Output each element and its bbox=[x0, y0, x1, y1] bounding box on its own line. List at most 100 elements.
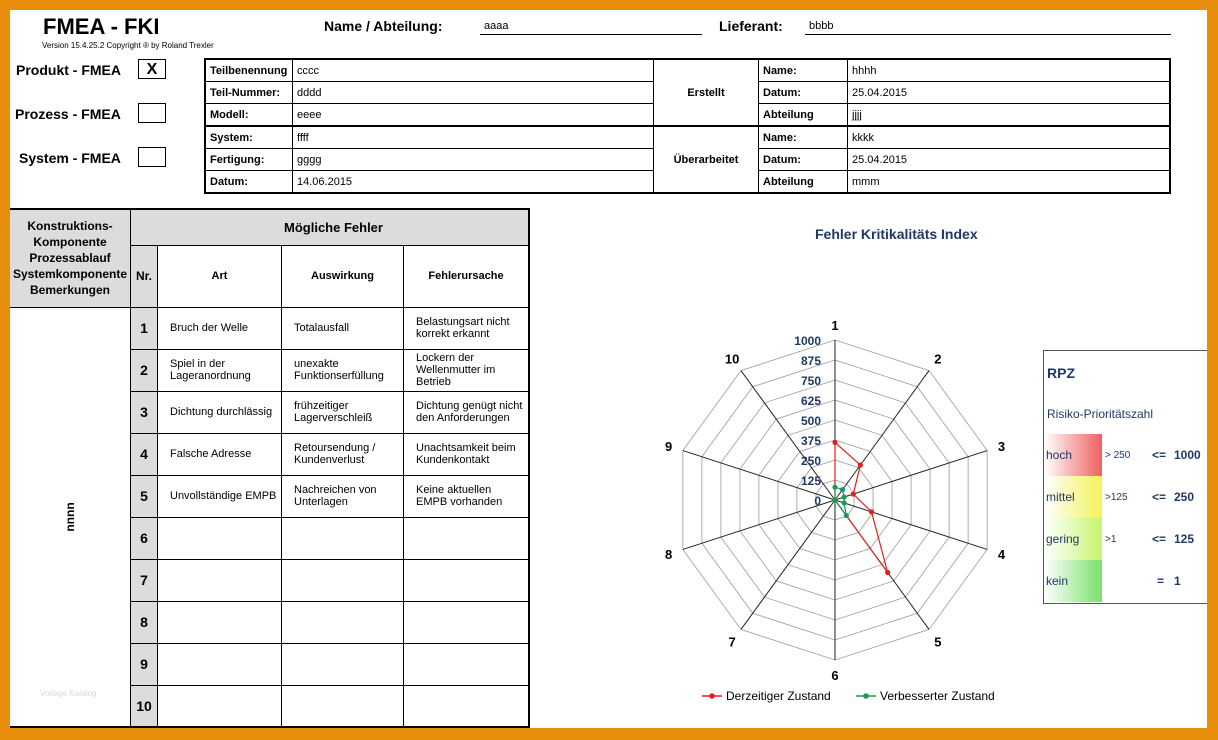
axis-spoke bbox=[682, 450, 836, 501]
auswirkung-cell[interactable] bbox=[281, 684, 404, 728]
data-point bbox=[832, 439, 838, 445]
tick-label: 875 bbox=[801, 354, 821, 368]
prozess-fmea-checkbox[interactable] bbox=[138, 103, 166, 123]
auswirkung-cell[interactable] bbox=[281, 642, 404, 686]
tick-label: 125 bbox=[801, 474, 821, 488]
name-field[interactable]: aaaa bbox=[480, 20, 702, 35]
fault-table: Konstruktions- Komponente Prozessablauf … bbox=[10, 208, 530, 728]
rpz-range: >125 bbox=[1105, 492, 1128, 503]
ueberarbeitet-key: Name: bbox=[758, 125, 848, 149]
legend-label: Derzeitiger Zustand bbox=[726, 689, 831, 703]
watermark-text: Vorlage Katalog bbox=[40, 689, 97, 698]
rpz-level: hoch bbox=[1046, 448, 1073, 462]
ueberarbeitet-value[interactable]: mmm bbox=[847, 170, 1171, 194]
part-value[interactable]: cccc bbox=[292, 58, 654, 82]
ueberarbeitet-label: Überarbeitet bbox=[653, 125, 759, 194]
art-cell[interactable] bbox=[157, 558, 282, 602]
part-value[interactable]: 14.06.2015 bbox=[292, 170, 654, 194]
row-nr: 6 bbox=[130, 516, 158, 560]
category-label: 1 bbox=[831, 318, 838, 333]
ursache-cell[interactable] bbox=[403, 516, 530, 560]
art-header: Art bbox=[157, 244, 282, 308]
ursache-cell[interactable] bbox=[403, 684, 530, 728]
page-title: FMEA - FKI bbox=[43, 14, 160, 39]
row-nr: 7 bbox=[130, 558, 158, 602]
part-value[interactable]: ffff bbox=[292, 125, 654, 149]
component-cell[interactable]: nnnn Vorlage Katalog bbox=[10, 306, 131, 728]
ursache-cell[interactable]: Belastungsart nicht korrekt erkannt bbox=[403, 306, 530, 350]
system-fmea-checkbox[interactable] bbox=[138, 147, 166, 167]
rpz-subtitle: Risiko-Prioritätszahl bbox=[1047, 407, 1154, 421]
auswirkung-cell[interactable]: unexakte Funktionserfüllung bbox=[281, 348, 404, 392]
auswirkung-cell[interactable] bbox=[281, 600, 404, 644]
row-nr: 3 bbox=[130, 390, 158, 434]
data-point bbox=[885, 569, 891, 576]
data-point bbox=[843, 512, 849, 519]
row-nr: 4 bbox=[130, 432, 158, 476]
rpz-range: > 250 bbox=[1105, 450, 1131, 461]
series-line-derzeitig bbox=[834, 441, 889, 573]
ueberarbeitet-value[interactable]: 25.04.2015 bbox=[847, 148, 1171, 171]
row-nr: 1 bbox=[130, 306, 158, 350]
ursache-cell[interactable]: Unachtsamkeit beim Kundenkontakt bbox=[403, 432, 530, 476]
lieferant-label: Lieferant: bbox=[719, 18, 783, 34]
part-label: Fertigung: bbox=[204, 148, 293, 171]
art-cell[interactable] bbox=[157, 516, 282, 560]
art-cell[interactable]: Falsche Adresse bbox=[157, 432, 282, 476]
ursache-cell[interactable]: Keine aktuellen EMPB vorhanden bbox=[403, 474, 530, 518]
rpz-row-kein: kein = 1 bbox=[1044, 560, 1207, 602]
rpz-level: gering bbox=[1046, 532, 1080, 546]
art-cell[interactable] bbox=[157, 684, 282, 728]
auswirkung-cell[interactable] bbox=[281, 558, 404, 602]
art-cell[interactable] bbox=[157, 642, 282, 686]
lieferant-field[interactable]: bbbb bbox=[805, 20, 1171, 35]
art-cell[interactable]: Bruch der Welle bbox=[157, 306, 282, 350]
tick-label: 625 bbox=[801, 394, 821, 408]
part-label: Teilbenennung bbox=[204, 58, 293, 82]
axis-spoke bbox=[740, 499, 836, 630]
auswirkung-cell[interactable] bbox=[281, 516, 404, 560]
ursache-cell[interactable] bbox=[403, 642, 530, 686]
category-label: 7 bbox=[729, 635, 736, 650]
nr-header: Nr. bbox=[130, 244, 158, 308]
erstellt-value[interactable]: hhhh bbox=[847, 58, 1171, 82]
ursache-cell[interactable] bbox=[403, 558, 530, 602]
erstellt-value[interactable]: jjjj bbox=[847, 103, 1171, 127]
art-cell[interactable]: Spiel in der Lageranordnung bbox=[157, 348, 282, 392]
art-cell[interactable] bbox=[157, 600, 282, 644]
ursache-cell[interactable]: Dichtung genügt nicht den Anforderungen bbox=[403, 390, 530, 434]
erstellt-value[interactable]: 25.04.2015 bbox=[847, 81, 1171, 104]
part-value[interactable]: dddd bbox=[292, 81, 654, 104]
rpz-row-gering: gering >1 <= 125 bbox=[1044, 518, 1207, 560]
auswirkung-cell[interactable]: Retoursendung / Kundenverlust bbox=[281, 432, 404, 476]
art-cell[interactable]: Unvollständige EMPB bbox=[157, 474, 282, 518]
part-value[interactable]: gggg bbox=[292, 148, 654, 171]
chart-title: Fehler Kritikalitäts Index bbox=[815, 226, 978, 242]
ueberarbeitet-value[interactable]: kkkk bbox=[847, 125, 1171, 149]
data-point bbox=[841, 500, 847, 506]
prozess-fmea-label: Prozess - FMEA bbox=[15, 106, 121, 122]
category-label: 6 bbox=[831, 668, 838, 683]
rpz-level: mittel bbox=[1046, 490, 1075, 504]
rpz-op: = bbox=[1157, 574, 1165, 588]
art-cell[interactable]: Dichtung durchlässig bbox=[157, 390, 282, 434]
auswirkung-cell[interactable]: Nachreichen von Unterlagen bbox=[281, 474, 404, 518]
ursache-cell[interactable] bbox=[403, 600, 530, 644]
category-label: 5 bbox=[934, 635, 941, 650]
produkt-fmea-checkbox[interactable]: X bbox=[138, 59, 166, 79]
ursache-cell[interactable]: Lockern der Wellenmutter im Betrieb bbox=[403, 348, 530, 392]
part-value[interactable]: eeee bbox=[292, 103, 654, 127]
ueberarbeitet-key: Datum: bbox=[758, 148, 848, 171]
ueberarbeitet-key: Abteilung bbox=[758, 170, 848, 194]
auswirkung-header: Auswirkung bbox=[281, 244, 404, 308]
rpz-op: <= bbox=[1152, 490, 1167, 504]
data-point bbox=[832, 497, 838, 503]
component-value: nnnn bbox=[63, 502, 77, 532]
category-label: 10 bbox=[725, 351, 739, 366]
data-point bbox=[832, 484, 838, 490]
auswirkung-cell[interactable]: frühzeitiger Lagerverschleiß bbox=[281, 390, 404, 434]
row-nr: 2 bbox=[130, 348, 158, 392]
auswirkung-cell[interactable]: Totalausfall bbox=[281, 306, 404, 350]
rpz-swatch bbox=[1044, 434, 1102, 476]
part-info-table: Teilbenennung cccc Erstellt Name: hhhh T… bbox=[204, 58, 1171, 194]
